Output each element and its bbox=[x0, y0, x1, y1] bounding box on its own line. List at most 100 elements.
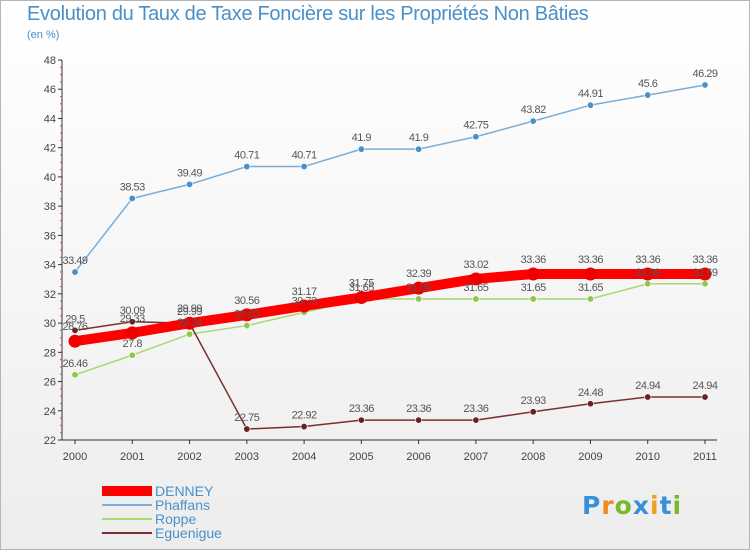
data-label-eguenigue: 22.92 bbox=[292, 410, 317, 422]
logo-letter: t bbox=[659, 491, 673, 520]
y-tick-label: 30 bbox=[44, 318, 56, 330]
data-point-eguenigue bbox=[357, 416, 365, 424]
y-tick-label: 26 bbox=[44, 377, 56, 389]
data-point-roppe bbox=[186, 330, 194, 338]
x-tick-label: 2005 bbox=[349, 451, 373, 463]
logo-letter: i bbox=[650, 491, 660, 520]
data-point-eguenigue bbox=[701, 393, 709, 401]
y-tick-label: 42 bbox=[44, 143, 56, 155]
y-tick-label: 24 bbox=[44, 406, 56, 418]
legend-label-roppe: Roppe bbox=[155, 511, 196, 527]
data-point-denney bbox=[641, 267, 655, 281]
data-point-denney bbox=[583, 267, 597, 281]
data-label-phaffans: 45.6 bbox=[638, 78, 658, 90]
data-point-denney bbox=[68, 334, 82, 348]
data-point-roppe bbox=[701, 280, 709, 288]
x-tick-label: 2008 bbox=[521, 451, 545, 463]
x-tick-label: 2011 bbox=[693, 451, 717, 463]
data-point-denney bbox=[125, 326, 139, 340]
data-point-eguenigue bbox=[128, 318, 136, 326]
logo-letter: o bbox=[614, 491, 633, 520]
x-tick-label: 2006 bbox=[406, 451, 430, 463]
data-point-phaffans bbox=[586, 101, 594, 109]
data-label-eguenigue: 30.09 bbox=[120, 305, 145, 317]
data-label-denney: 31.75 bbox=[349, 278, 374, 290]
data-label-eguenigue: 23.93 bbox=[521, 395, 546, 407]
data-label-denney: 31.17 bbox=[292, 286, 317, 298]
logo-letter: i bbox=[672, 491, 683, 520]
data-label-roppe: 31.65 bbox=[463, 282, 488, 294]
y-tick-label: 34 bbox=[44, 260, 56, 272]
series-line-denney bbox=[70, 268, 710, 347]
x-tick-label: 2003 bbox=[235, 451, 259, 463]
y-tick-label: 38 bbox=[44, 201, 56, 213]
data-label-eguenigue: 23.36 bbox=[463, 403, 488, 415]
y-tick-label: 46 bbox=[44, 84, 56, 96]
x-tick-label: 2004 bbox=[292, 451, 316, 463]
data-point-phaffans bbox=[357, 145, 365, 153]
data-label-denney: 29.99 bbox=[177, 303, 202, 315]
data-point-phaffans bbox=[644, 91, 652, 99]
data-point-denney bbox=[183, 316, 197, 330]
data-label-eguenigue: 23.36 bbox=[406, 403, 431, 415]
chart-series-lines bbox=[70, 84, 710, 430]
legend-label-denney: DENNEY bbox=[155, 483, 214, 499]
logo-letter: r bbox=[601, 491, 615, 520]
data-point-roppe bbox=[415, 295, 423, 303]
data-label-roppe: 27.8 bbox=[123, 338, 143, 350]
x-tick-label: 2002 bbox=[177, 451, 201, 463]
data-point-phaffans bbox=[415, 145, 423, 153]
data-point-phaffans bbox=[243, 163, 251, 171]
data-label-phaffans: 40.71 bbox=[234, 150, 259, 162]
data-point-eguenigue bbox=[472, 416, 480, 424]
data-label-eguenigue: 24.48 bbox=[578, 387, 603, 399]
chart-axes: 22 24 26 28 30 32 34 36 38 40 42 44 46 48 2000 2001 2002… bbox=[44, 55, 717, 463]
data-point-denney bbox=[526, 267, 540, 281]
data-point-roppe bbox=[644, 280, 652, 288]
data-label-phaffans: 44.91 bbox=[578, 88, 603, 100]
chart-unit-label: (en %) bbox=[27, 29, 60, 41]
data-label-roppe: 29.83 bbox=[234, 309, 259, 321]
data-label-roppe: 31.65 bbox=[406, 282, 431, 294]
y-tick-label: 44 bbox=[44, 113, 56, 125]
y-tick-label: 40 bbox=[44, 172, 56, 184]
data-point-phaffans bbox=[128, 194, 136, 202]
x-tick-label: 2000 bbox=[63, 451, 87, 463]
chart-title: Evolution du Taux de Taxe Foncière sur l… bbox=[27, 3, 589, 25]
series-line-phaffans bbox=[74, 84, 706, 273]
data-point-phaffans bbox=[472, 133, 480, 141]
data-label-phaffans: 46.29 bbox=[692, 68, 717, 80]
data-point-denney bbox=[354, 291, 368, 304]
data-label-denney: 33.36 bbox=[521, 254, 546, 266]
data-label-phaffans: 41.9 bbox=[409, 132, 429, 144]
data-label-phaffans: 43.82 bbox=[521, 104, 546, 116]
data-point-eguenigue bbox=[71, 326, 79, 334]
data-point-denney bbox=[469, 272, 483, 286]
data-label-eguenigue: 24.94 bbox=[635, 380, 660, 392]
data-label-eguenigue: 23.36 bbox=[349, 403, 374, 415]
data-label-eguenigue: 29.5 bbox=[65, 313, 85, 325]
data-point-phaffans bbox=[186, 180, 194, 188]
logo-letter: x bbox=[632, 491, 650, 520]
y-tick-label: 32 bbox=[44, 289, 56, 301]
data-point-eguenigue bbox=[415, 416, 423, 424]
data-point-eguenigue bbox=[644, 393, 652, 401]
logo-letter: P bbox=[582, 491, 602, 520]
data-point-eguenigue bbox=[300, 423, 308, 431]
legend-label-phaffans: Phaffans bbox=[155, 497, 210, 513]
data-label-phaffans: 42.75 bbox=[463, 120, 488, 132]
series-line-roppe bbox=[74, 283, 706, 376]
legend-label-eguenigue: Eguenigue bbox=[155, 525, 222, 541]
y-tick-label: 28 bbox=[44, 347, 56, 359]
data-label-roppe: 32.69 bbox=[635, 267, 660, 279]
x-tick-label: 2001 bbox=[120, 451, 144, 463]
data-point-roppe bbox=[243, 322, 251, 330]
data-point-eguenigue bbox=[529, 408, 537, 416]
data-label-denney: 28.76 bbox=[62, 321, 87, 333]
data-point-roppe bbox=[128, 351, 136, 359]
data-label-denney: 33.36 bbox=[578, 254, 603, 266]
data-label-roppe: 31.65 bbox=[521, 282, 546, 294]
data-label-denney: 30.56 bbox=[234, 295, 259, 307]
